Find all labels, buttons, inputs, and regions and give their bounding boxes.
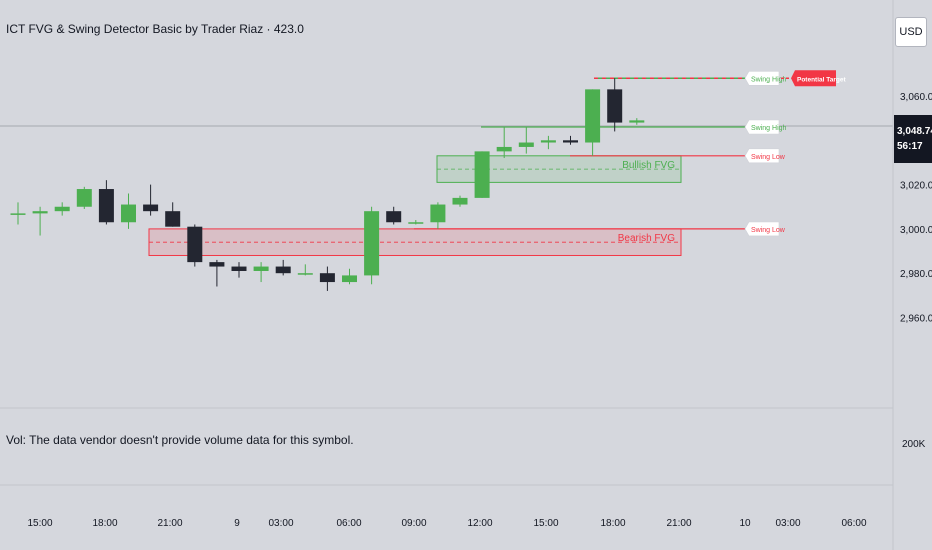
fvg-label: Bullish FVG [622,160,675,171]
candle-body [518,142,534,147]
swing-label-text: Swing Low [751,227,786,234]
candle-countdown: 56:17 [897,141,923,152]
potential-target-text: Potential Target [797,76,846,83]
candle-body [187,226,203,263]
candle-body [297,273,313,275]
last-price-value: 3,048.74 [897,126,932,137]
time-tick-label: 10 [739,518,751,529]
candle-body [231,266,247,271]
level-labels-layer: Swing High Swing High Swing Low Swing Low Po… [744,70,846,237]
candle-body [319,273,335,283]
swing-label-tag [744,70,780,86]
time-tick-label: 12:00 [467,518,492,529]
price-tick-label: 3,000.00 [900,225,932,236]
candle-body [540,140,556,143]
candle-body [275,266,291,274]
candle-body [364,211,380,276]
candle-body [54,206,70,212]
swing-levels-layer [414,77,745,230]
last-price-badge: 3,048.74 56:17 [894,115,932,163]
time-tick-label: 18:00 [92,518,117,529]
swing-label-tag [744,119,780,135]
volume-axis-label: 200K [902,439,926,450]
candle-body [496,146,512,152]
price-tick-label: 3,020.00 [900,181,932,192]
fvg-label: Bearish FVG [618,233,675,244]
swing-label-text: Swing High [751,125,787,132]
swing-label-text: Swing High [751,76,787,83]
candle-body [452,197,468,205]
candle-body [342,275,357,283]
time-tick-label: 06:00 [336,518,361,529]
candle-body [76,189,92,207]
candles-layer[interactable] [10,78,645,291]
candle-body [474,151,490,198]
candle-body [32,211,48,214]
candle-body [98,189,114,223]
candle-body [629,120,645,123]
swing-label-tag [744,148,780,164]
candle-body [430,204,446,223]
candle-body [143,204,159,212]
indicator-title[interactable]: ICT FVG & Swing Detector Basic by Trader… [6,22,304,36]
candle-body [121,204,136,223]
candle-body [165,211,181,227]
price-tick-label: 3,060.00 [900,92,932,103]
candle-body [386,211,402,223]
candle-body [585,89,601,143]
candle-body [209,262,225,267]
time-tick-label: 06:00 [841,518,866,529]
time-tick-label: 15:00 [27,518,52,529]
time-tick-label: 03:00 [268,518,293,529]
time-tick-label: 21:00 [157,518,182,529]
candle-body [607,89,623,123]
time-tick-label: 09:00 [401,518,426,529]
candle-body [563,140,578,143]
volume-message: Vol: The data vendor doesn't provide vol… [6,433,354,447]
swing-label-text: Swing Low [751,154,786,161]
time-tick-label: 15:00 [533,518,558,529]
candle-body [10,213,26,215]
price-tick-label: 2,960.00 [900,314,932,325]
time-tick-label: 18:00 [600,518,625,529]
candle-body [253,266,269,271]
swing-label-tag [744,221,780,237]
price-tick-label: 2,980.00 [900,269,932,280]
currency-button[interactable]: USD [895,17,927,47]
potential-target-tag [791,70,836,87]
time-tick-label: 21:00 [666,518,691,529]
time-tick-label: 9 [234,518,240,529]
time-tick-label: 03:00 [775,518,800,529]
candle-body [408,222,424,224]
